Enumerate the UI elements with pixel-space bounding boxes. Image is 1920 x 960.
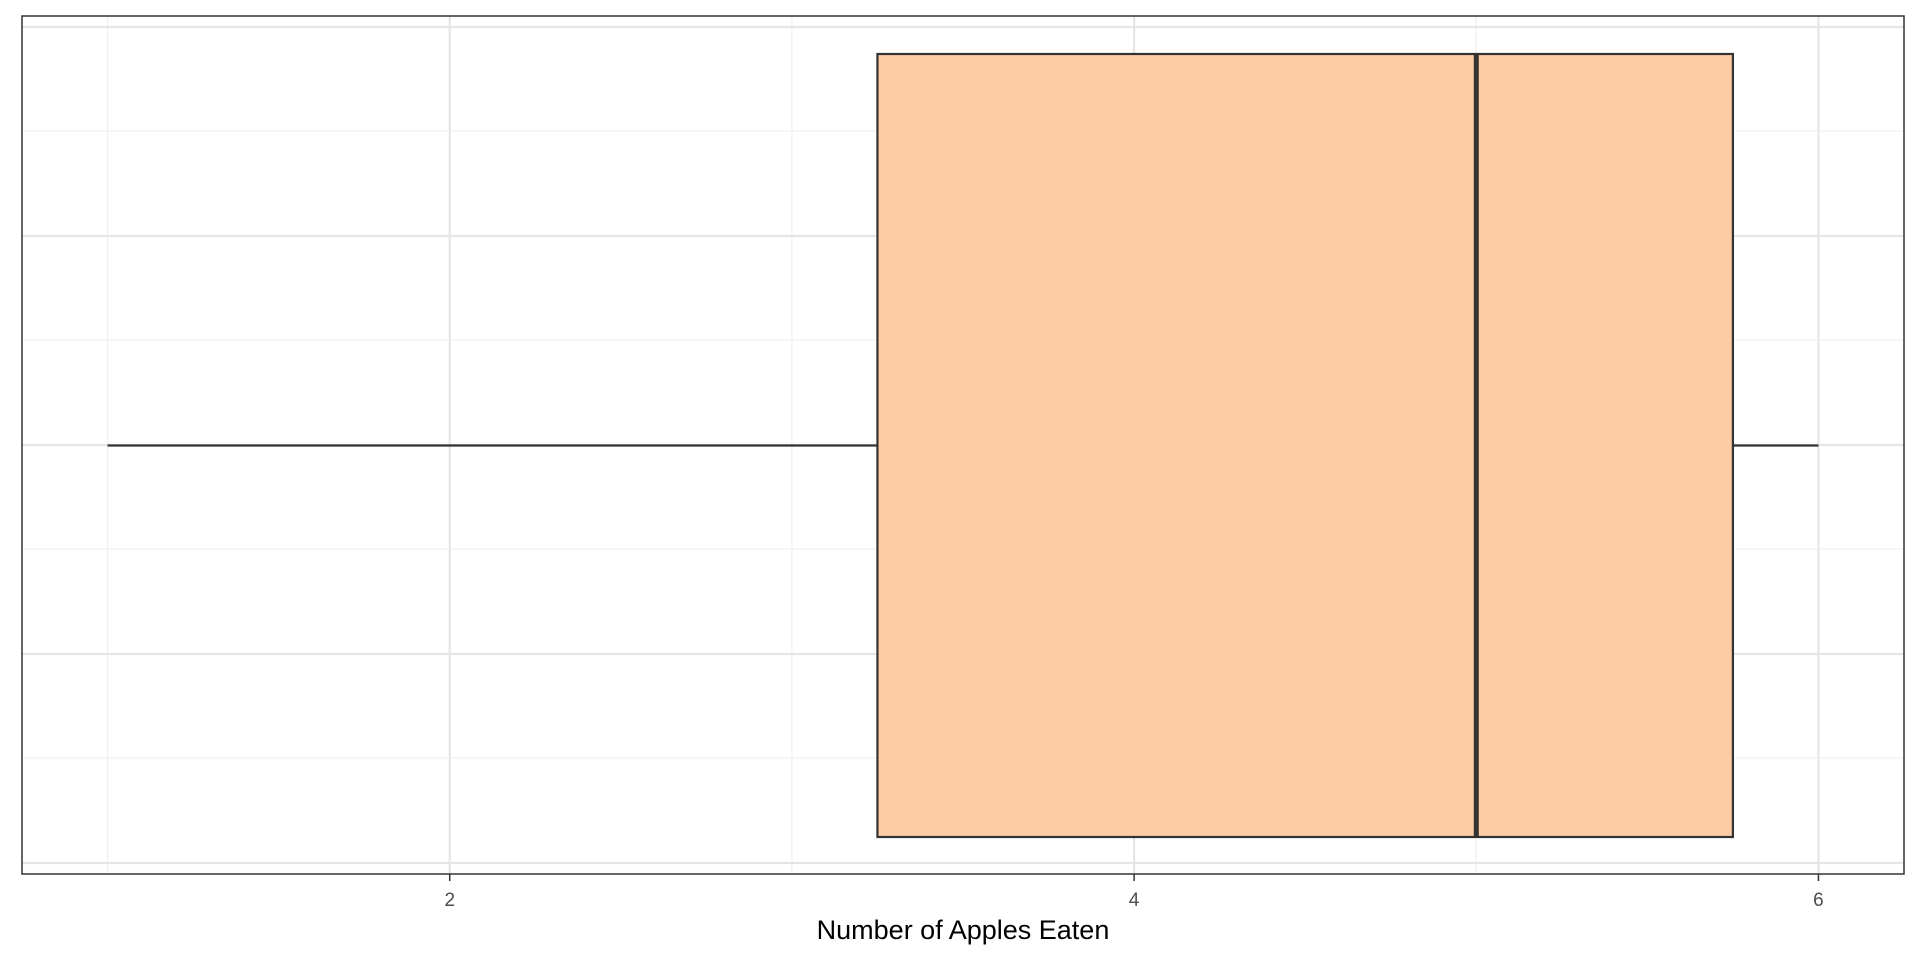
x-tick-label: 4 <box>1129 890 1140 911</box>
x-axis: 2 4 6 <box>444 874 1824 911</box>
x-tick-label: 6 <box>1813 890 1824 911</box>
x-axis-title: Number of Apples Eaten <box>817 915 1110 945</box>
panel-border <box>21 15 1905 875</box>
boxplot <box>107 52 1819 839</box>
interquartile-box <box>876 52 1735 839</box>
x-tick-label: 2 <box>444 890 455 911</box>
